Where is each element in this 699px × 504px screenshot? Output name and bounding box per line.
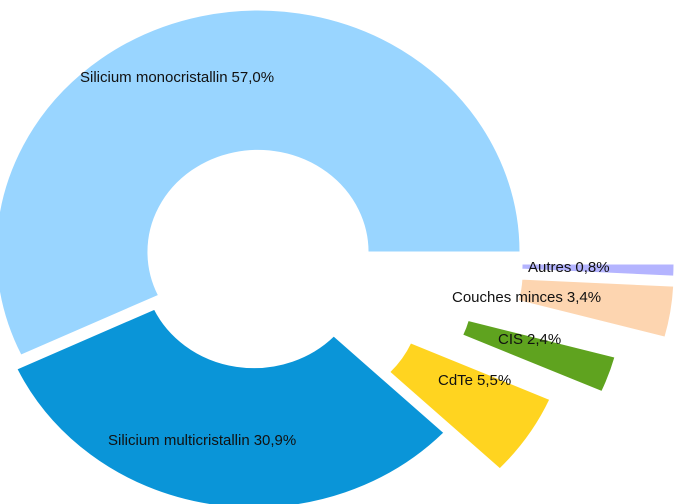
slice-label: Silicium monocristallin 57,0% [80,69,274,86]
slice-category: Silicium monocristallin [80,69,228,86]
donut-slice [462,319,616,393]
slice-value: 5,5% [477,372,511,389]
slice-label: Silicium multicristallin 30,9% [108,432,296,449]
slice-label: Couches minces 3,4% [452,289,601,306]
donut-slice [517,278,675,338]
slice-category: Autres [528,259,571,276]
slice-label: CdTe 5,5% [438,372,511,389]
slice-value: 0,8% [575,259,609,276]
donut-slice [0,9,521,356]
slice-label: Autres 0,8% [528,259,610,276]
slice-label: CIS 2,4% [498,331,561,348]
donut-slice [16,308,445,504]
slice-category: Couches minces [452,289,563,306]
donut-slice [389,342,551,470]
slice-category: Silicium multicristallin [108,432,250,449]
slice-value: 30,9% [254,432,297,449]
slice-value: 57,0% [232,69,275,86]
slice-category: CdTe [438,372,473,389]
slice-value: 2,4% [527,331,561,348]
slice-value: 3,4% [567,289,601,306]
donut-slice [521,263,675,277]
slice-category: CIS [498,331,523,348]
